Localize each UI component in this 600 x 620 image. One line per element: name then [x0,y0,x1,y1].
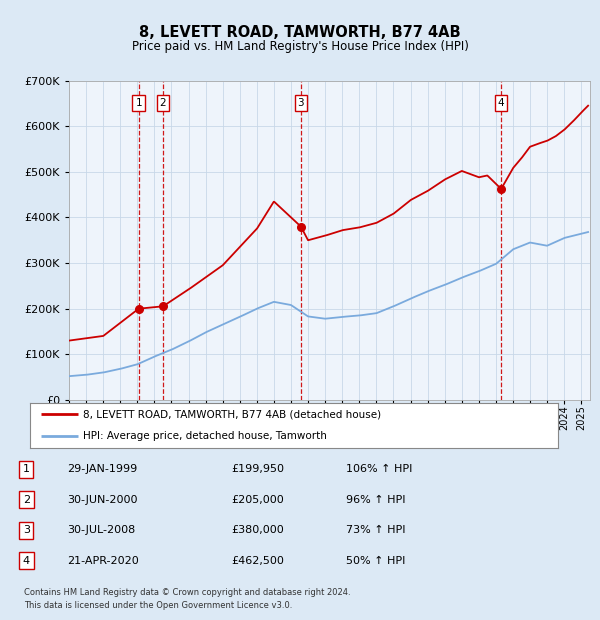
Text: Price paid vs. HM Land Registry's House Price Index (HPI): Price paid vs. HM Land Registry's House … [131,40,469,53]
Text: 1: 1 [136,99,142,108]
Text: 30-JUL-2008: 30-JUL-2008 [67,525,135,535]
Text: 106% ↑ HPI: 106% ↑ HPI [346,464,412,474]
Text: £380,000: £380,000 [231,525,284,535]
Text: £199,950: £199,950 [231,464,284,474]
Text: £205,000: £205,000 [231,495,284,505]
Text: 96% ↑ HPI: 96% ↑ HPI [346,495,406,505]
Text: 3: 3 [23,525,30,535]
Text: 2: 2 [23,495,30,505]
Text: HPI: Average price, detached house, Tamworth: HPI: Average price, detached house, Tamw… [83,432,326,441]
Text: 50% ↑ HPI: 50% ↑ HPI [346,556,406,565]
Text: 73% ↑ HPI: 73% ↑ HPI [346,525,406,535]
Text: 1: 1 [23,464,30,474]
Text: 21-APR-2020: 21-APR-2020 [67,556,139,565]
Text: 3: 3 [298,99,304,108]
Text: 4: 4 [498,99,505,108]
Text: 8, LEVETT ROAD, TAMWORTH, B77 4AB: 8, LEVETT ROAD, TAMWORTH, B77 4AB [139,25,461,40]
Text: 2: 2 [160,99,166,108]
Text: 4: 4 [23,556,30,565]
Text: 30-JUN-2000: 30-JUN-2000 [67,495,137,505]
Text: 29-JAN-1999: 29-JAN-1999 [67,464,137,474]
Text: Contains HM Land Registry data © Crown copyright and database right 2024.: Contains HM Land Registry data © Crown c… [24,588,350,597]
Text: This data is licensed under the Open Government Licence v3.0.: This data is licensed under the Open Gov… [24,601,292,611]
Text: £462,500: £462,500 [231,556,284,565]
Text: 8, LEVETT ROAD, TAMWORTH, B77 4AB (detached house): 8, LEVETT ROAD, TAMWORTH, B77 4AB (detac… [83,409,381,419]
